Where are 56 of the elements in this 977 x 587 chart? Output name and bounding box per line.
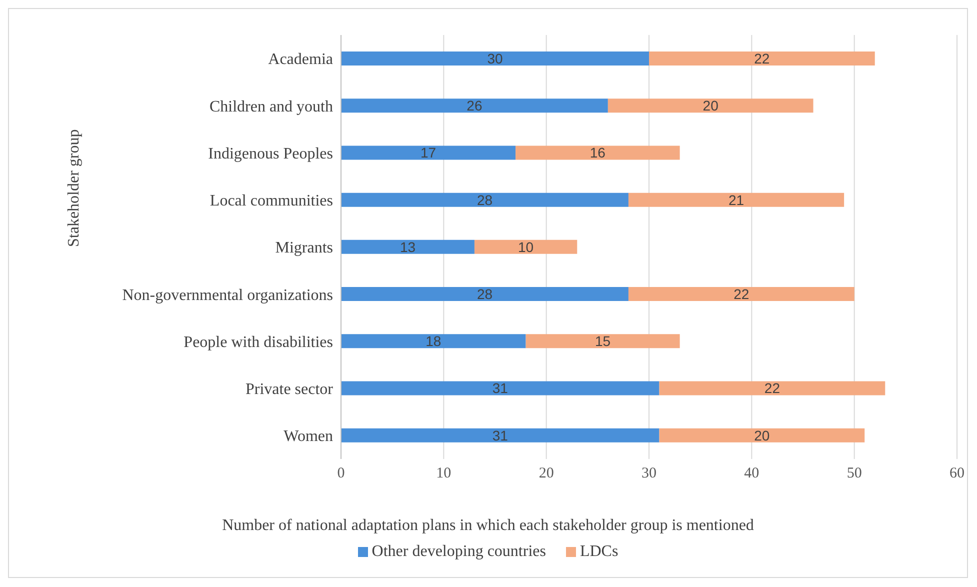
bar: [341, 334, 526, 348]
bar: [649, 51, 875, 66]
data-label: 16: [590, 144, 606, 161]
data-label: 22: [764, 380, 780, 396]
y-tick-label: Private sector: [245, 381, 334, 398]
bar: [659, 381, 886, 396]
bar: [659, 428, 865, 442]
legend-label: Other developing countries: [370, 543, 546, 561]
data-label: 22: [734, 286, 750, 302]
data-label: 26: [466, 98, 482, 114]
data-label: 17: [420, 144, 436, 161]
data-label: 22: [754, 50, 770, 66]
x-axis-title: Number of national adaptation plans in which each stakeholder group is mentioned: [221, 517, 755, 535]
data-label: 18: [426, 333, 442, 350]
data-label: 10: [518, 238, 534, 255]
x-tick-label: 40: [744, 466, 760, 482]
y-tick-label: Local communities: [210, 192, 333, 210]
bar: [341, 146, 516, 160]
x-tick-label: 50: [846, 466, 862, 482]
bar: [341, 287, 628, 302]
data-label: 20: [754, 427, 770, 444]
y-tick-label: Indigenous Peoples: [208, 145, 333, 162]
y-tick-label: Migrants: [275, 240, 333, 257]
x-tick-label: 60: [950, 466, 964, 482]
x-tick-label: 20: [538, 466, 554, 482]
data-label: 28: [476, 192, 493, 208]
bar: [341, 428, 660, 442]
bar: [474, 240, 578, 254]
bar: [341, 381, 660, 396]
y-tick-label: Non-governmental organizations: [122, 286, 333, 304]
y-tick-label: Academia: [268, 51, 333, 68]
data-label: 31: [492, 427, 508, 444]
x-tick-label: 30: [642, 466, 656, 482]
x-tick-label: 10: [436, 466, 452, 482]
data-label: 15: [595, 333, 611, 350]
bar: [628, 287, 854, 302]
bar: [628, 192, 844, 207]
bar: [526, 334, 680, 348]
bar: [341, 192, 628, 207]
legend-label: LDCs: [578, 543, 618, 561]
bar: [341, 240, 474, 254]
data-label: 30: [487, 50, 503, 66]
data-label: 20: [702, 98, 719, 114]
data-label: 21: [728, 192, 744, 208]
x-tick-label: 0: [337, 466, 345, 482]
y-axis-title: Stakeholder group: [66, 129, 83, 247]
bar: [341, 98, 608, 113]
y-tick-label: People with disabilities: [184, 334, 333, 351]
data-label: 28: [476, 286, 493, 302]
bar: [516, 146, 680, 160]
y-tick-label: Women: [284, 428, 333, 446]
data-label: 31: [492, 380, 508, 396]
data-label: 13: [400, 238, 416, 255]
y-tick-label: Children and youth: [209, 98, 333, 116]
bar: [608, 98, 814, 113]
bar: [341, 51, 649, 66]
